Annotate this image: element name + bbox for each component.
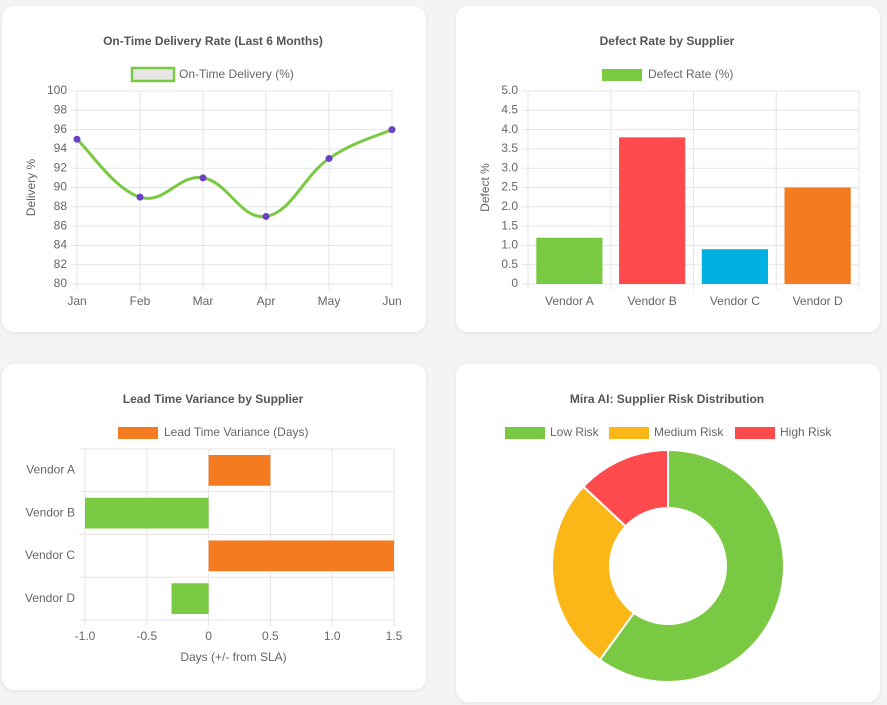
y-tick-label: 98 <box>54 102 68 116</box>
legend-swatch[interactable] <box>735 427 775 439</box>
y-tick-label: 0.5 <box>501 257 518 271</box>
legend-swatch[interactable] <box>602 69 642 81</box>
delivery-rate-card: On-Time Delivery Rate (Last 6 Months) On-… <box>2 6 426 332</box>
y-tick-label: 96 <box>54 122 68 136</box>
y-tick-label: 92 <box>54 160 68 174</box>
legend-swatch[interactable] <box>118 427 158 439</box>
y-tick-label: 80 <box>54 276 68 290</box>
bar[interactable] <box>619 137 686 284</box>
x-tick-label: -1.0 <box>75 629 96 643</box>
x-axis-label: Days (+/- from SLA) <box>180 650 286 664</box>
y-tick-label: 2.5 <box>501 180 518 194</box>
chart-title: Mira AI: Supplier Risk Distribution <box>570 392 764 406</box>
data-point[interactable] <box>73 135 81 143</box>
y-tick-label: 3.0 <box>501 160 518 174</box>
x-tick-label: 1.5 <box>386 629 403 643</box>
y-tick-label: 82 <box>54 257 68 271</box>
x-tick-label: Jun <box>382 294 401 308</box>
bar[interactable] <box>536 237 603 284</box>
x-tick-label: Mar <box>193 294 214 308</box>
x-tick-label: Vendor C <box>710 294 760 308</box>
chart-title: Defect Rate by Supplier <box>600 34 735 48</box>
y-tick-label: 84 <box>54 238 68 252</box>
legend-label: Low Risk <box>550 425 600 439</box>
data-point[interactable] <box>262 212 270 220</box>
y-tick-label: 4.0 <box>501 122 518 136</box>
x-tick-label: Vendor A <box>545 294 594 308</box>
legend-swatch[interactable] <box>609 427 649 439</box>
bar[interactable] <box>701 249 768 284</box>
y-tick-label: 1.0 <box>501 238 518 252</box>
defect-rate-chart: Defect Rate by Supplier Defect Rate (%) 0 0… <box>478 34 860 308</box>
y-tick-label: 2.0 <box>501 199 518 213</box>
y-axis-label: Delivery % <box>24 159 38 217</box>
x-tick-label: Vendor B <box>627 294 676 308</box>
legend-label: Lead Time Variance (Days) <box>164 425 309 439</box>
data-point[interactable] <box>325 155 333 163</box>
risk-distribution-card: Mira AI: Supplier Risk Distribution Low R… <box>456 364 880 702</box>
legend-label: Medium Risk <box>654 425 724 439</box>
y-tick-label: 5.0 <box>501 83 518 97</box>
y-tick-label: 100 <box>47 83 67 97</box>
x-tick-label: Vendor D <box>793 294 843 308</box>
lead-time-card: Lead Time Variance by Supplier Lead Time … <box>2 364 426 690</box>
bar[interactable] <box>784 187 851 285</box>
data-point[interactable] <box>199 174 207 182</box>
bar[interactable] <box>208 540 394 572</box>
lead-time-chart: Lead Time Variance by Supplier Lead Time … <box>25 392 403 664</box>
donut-slice[interactable] <box>551 485 636 662</box>
x-tick-label: Jan <box>67 294 86 308</box>
bar[interactable] <box>85 497 209 529</box>
chart-title: Lead Time Variance by Supplier <box>123 392 304 406</box>
defect-rate-card: Defect Rate by Supplier Defect Rate (%) 0 0… <box>456 6 880 332</box>
delivery-rate-chart: On-Time Delivery Rate (Last 6 Months) On-… <box>24 34 402 308</box>
y-tick-label: Vendor A <box>26 463 75 477</box>
donut-slice[interactable] <box>582 448 669 528</box>
risk-distribution-chart: Mira AI: Supplier Risk Distribution Low R… <box>505 392 832 683</box>
x-tick-label: Feb <box>130 294 151 308</box>
bar[interactable] <box>208 454 271 486</box>
legend-label: High Risk <box>780 425 832 439</box>
y-tick-label: 94 <box>54 141 68 155</box>
legend-label: On-Time Delivery (%) <box>179 67 294 81</box>
y-tick-label: Vendor C <box>25 548 75 562</box>
y-axis-label: Defect % <box>478 163 492 212</box>
y-tick-label: 90 <box>54 180 68 194</box>
x-tick-label: 0.5 <box>262 629 279 643</box>
legend-swatch[interactable] <box>505 427 545 439</box>
legend-swatch[interactable] <box>130 66 176 83</box>
x-tick-label: Apr <box>257 294 276 308</box>
chart-title: On-Time Delivery Rate (Last 6 Months) <box>103 34 323 48</box>
donut-slice[interactable] <box>598 448 785 683</box>
y-tick-label: 3.5 <box>501 141 518 155</box>
x-tick-label: -0.5 <box>136 629 157 643</box>
x-tick-label: 1.0 <box>324 629 341 643</box>
y-tick-label: 88 <box>54 199 68 213</box>
x-tick-label: May <box>318 294 341 308</box>
bar[interactable] <box>171 583 209 615</box>
y-tick-label: 4.5 <box>501 102 518 116</box>
series-line <box>75 128 393 218</box>
y-tick-label: Vendor D <box>25 591 75 605</box>
y-tick-label: 0 <box>511 276 518 290</box>
data-point[interactable] <box>136 193 144 201</box>
y-tick-label: Vendor B <box>26 505 75 519</box>
x-tick-label: 0 <box>205 629 212 643</box>
legend-label: Defect Rate (%) <box>648 67 733 81</box>
y-tick-label: 86 <box>54 218 68 232</box>
data-point[interactable] <box>388 126 396 134</box>
y-tick-label: 1.5 <box>501 218 518 232</box>
